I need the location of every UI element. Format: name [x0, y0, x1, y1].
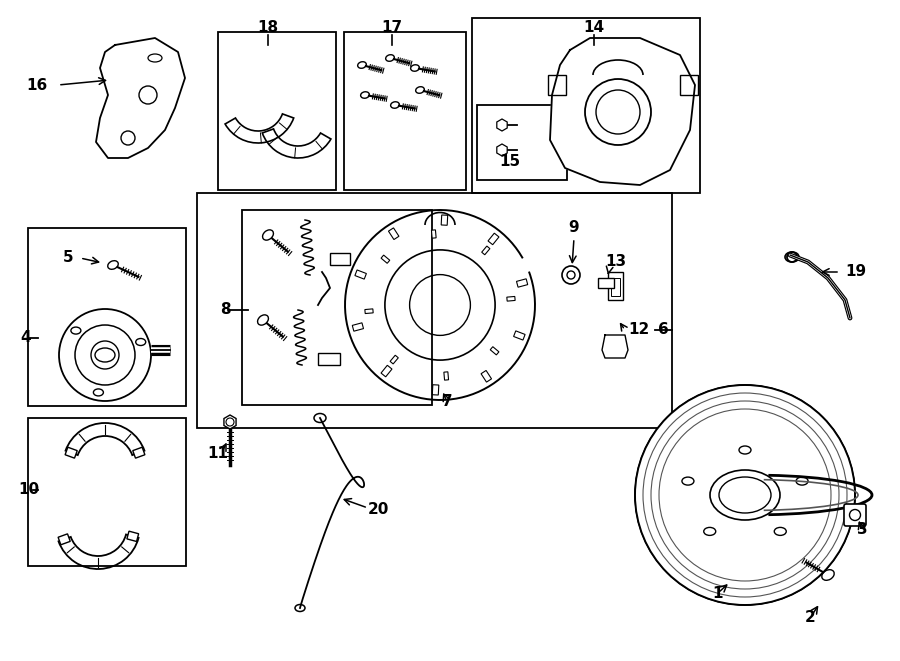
Ellipse shape	[719, 477, 771, 513]
Ellipse shape	[71, 327, 81, 334]
Circle shape	[226, 418, 234, 426]
Bar	[431, 230, 436, 238]
Polygon shape	[602, 335, 628, 358]
Text: 11: 11	[208, 446, 229, 461]
Circle shape	[635, 385, 855, 605]
Circle shape	[121, 131, 135, 145]
Text: 8: 8	[220, 303, 230, 317]
Bar	[611, 278, 620, 296]
Text: 20: 20	[367, 502, 389, 518]
Ellipse shape	[94, 389, 104, 396]
Bar	[58, 534, 70, 545]
Text: 16: 16	[27, 77, 48, 93]
Bar	[127, 531, 139, 541]
Ellipse shape	[148, 54, 162, 62]
Bar	[482, 370, 491, 382]
Bar	[472, 18, 700, 193]
Text: 15: 15	[500, 155, 520, 169]
Ellipse shape	[295, 605, 305, 611]
Bar	[482, 246, 490, 254]
Bar	[514, 331, 525, 340]
Circle shape	[91, 341, 119, 369]
Ellipse shape	[682, 477, 694, 485]
Bar	[197, 193, 672, 428]
Text: 10: 10	[18, 483, 39, 498]
Bar	[477, 105, 567, 180]
Circle shape	[850, 510, 860, 520]
Text: 4: 4	[20, 330, 31, 346]
Text: 2: 2	[805, 611, 815, 625]
Bar	[390, 355, 399, 364]
FancyBboxPatch shape	[844, 504, 866, 526]
Bar	[389, 228, 399, 239]
Bar	[381, 366, 392, 377]
Ellipse shape	[710, 470, 780, 520]
Circle shape	[75, 325, 135, 385]
Bar	[444, 372, 448, 380]
Bar	[517, 279, 527, 287]
Text: 17: 17	[382, 20, 402, 34]
Circle shape	[59, 309, 151, 401]
Bar	[330, 253, 350, 265]
Text: 1: 1	[713, 586, 724, 600]
Text: 14: 14	[583, 20, 605, 34]
Circle shape	[585, 79, 651, 145]
Bar	[65, 447, 77, 458]
Text: 5: 5	[63, 251, 73, 266]
Bar	[28, 418, 186, 566]
Bar	[548, 75, 566, 95]
Circle shape	[596, 90, 640, 134]
Text: 6: 6	[658, 323, 669, 338]
Bar	[441, 215, 447, 225]
Ellipse shape	[796, 477, 808, 485]
Circle shape	[567, 271, 575, 279]
Circle shape	[562, 266, 580, 284]
Text: 18: 18	[257, 20, 279, 34]
Circle shape	[139, 86, 157, 104]
Ellipse shape	[774, 527, 787, 535]
Text: 19: 19	[845, 264, 866, 280]
Ellipse shape	[314, 414, 326, 422]
Bar	[133, 447, 145, 458]
Ellipse shape	[136, 338, 146, 346]
Polygon shape	[96, 38, 185, 158]
Ellipse shape	[704, 527, 716, 535]
Bar	[242, 210, 432, 405]
Polygon shape	[550, 38, 695, 185]
Text: 7: 7	[442, 395, 453, 410]
Bar	[352, 323, 364, 331]
Bar	[598, 278, 614, 288]
Bar	[491, 347, 499, 355]
Text: 13: 13	[605, 254, 626, 270]
Bar	[355, 270, 366, 279]
Bar	[28, 228, 186, 406]
Bar	[364, 309, 373, 313]
Text: 3: 3	[857, 522, 868, 537]
Bar	[318, 353, 340, 365]
Bar	[381, 255, 390, 263]
Bar	[432, 385, 439, 395]
Circle shape	[787, 252, 797, 262]
Ellipse shape	[95, 348, 115, 362]
Bar	[488, 233, 499, 245]
Bar	[218, 32, 336, 190]
Text: 9: 9	[569, 221, 580, 235]
Bar	[608, 272, 623, 300]
Bar	[680, 75, 698, 95]
Bar	[344, 32, 466, 190]
Bar	[507, 296, 515, 301]
Text: 12: 12	[628, 323, 649, 338]
Ellipse shape	[739, 446, 751, 454]
